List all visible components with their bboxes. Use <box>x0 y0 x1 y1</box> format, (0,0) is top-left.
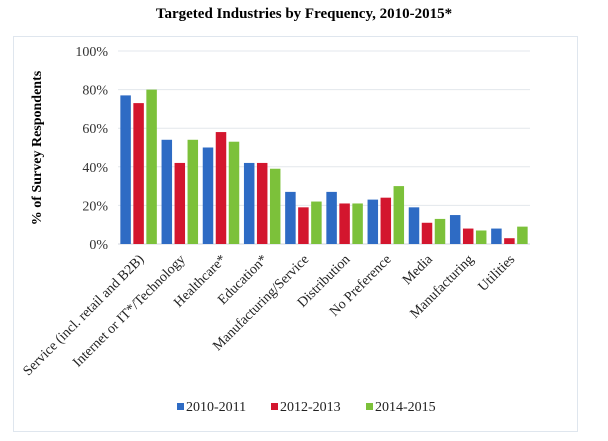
bar-2014-2015 <box>311 201 322 244</box>
legend-label: 2014-2015 <box>375 400 436 415</box>
bar-2010-2011 <box>202 147 214 244</box>
bars <box>120 89 528 244</box>
bar-2014-2015 <box>517 226 528 244</box>
x-axis-labels: Service (incl. retail and B2B)Internet o… <box>21 252 519 379</box>
bar-2010-2011 <box>326 191 337 244</box>
bar-2010-2011 <box>491 228 502 244</box>
y-tick-label: 0% <box>89 238 108 253</box>
y-tick-label: 60% <box>82 122 108 137</box>
legend-label: 2010-2011 <box>186 400 246 415</box>
x-tick-label: Media <box>400 252 436 288</box>
bar-2010-2011 <box>367 199 379 244</box>
bar-2014-2015 <box>146 89 157 244</box>
bar-2012-2013 <box>215 132 227 244</box>
bar-2014-2015 <box>393 186 405 244</box>
y-tick-label: 80% <box>82 84 108 99</box>
y-tick-label: 20% <box>82 199 108 214</box>
bar-2014-2015 <box>434 218 446 244</box>
x-tick-label: Utilities <box>476 252 519 295</box>
legend-swatch <box>271 403 278 410</box>
bar-2012-2013 <box>421 222 433 244</box>
bar-2012-2013 <box>298 207 309 244</box>
y-tick-label: 100% <box>75 45 108 60</box>
bar-2014-2015 <box>187 139 199 244</box>
bar-2014-2015 <box>475 230 487 244</box>
bar-2012-2013 <box>504 238 515 244</box>
bar-2010-2011 <box>120 95 131 244</box>
bar-2010-2011 <box>449 215 461 244</box>
bar-2012-2013 <box>174 162 186 244</box>
bar-2012-2013 <box>462 228 474 244</box>
bar-2010-2011 <box>408 207 420 244</box>
legend-swatch <box>366 403 373 410</box>
chart-title: Targeted Industries by Frequency, 2010-2… <box>155 6 453 22</box>
legend-swatch <box>177 403 184 410</box>
bar-2012-2013 <box>256 162 268 244</box>
bar-2010-2011 <box>161 139 173 244</box>
bar-2010-2011 <box>243 162 255 244</box>
bar-2012-2013 <box>380 197 392 244</box>
legend-label: 2012-2013 <box>280 400 341 415</box>
bar-2010-2011 <box>285 191 296 244</box>
bar-2014-2015 <box>228 141 240 244</box>
y-axis-label: % of Survey Respondents <box>30 70 45 225</box>
legend: 2010-2011 2012-2013 2014-2015 <box>177 400 436 415</box>
bar-2014-2015 <box>269 168 281 244</box>
bar-2012-2013 <box>133 103 144 244</box>
y-axis-ticks: 0% 20% 40% 60% 80% 100% <box>75 45 108 253</box>
gridlines <box>118 50 530 245</box>
bar-2014-2015 <box>352 203 363 244</box>
bar-2012-2013 <box>339 203 350 244</box>
y-tick-label: 40% <box>82 161 108 176</box>
